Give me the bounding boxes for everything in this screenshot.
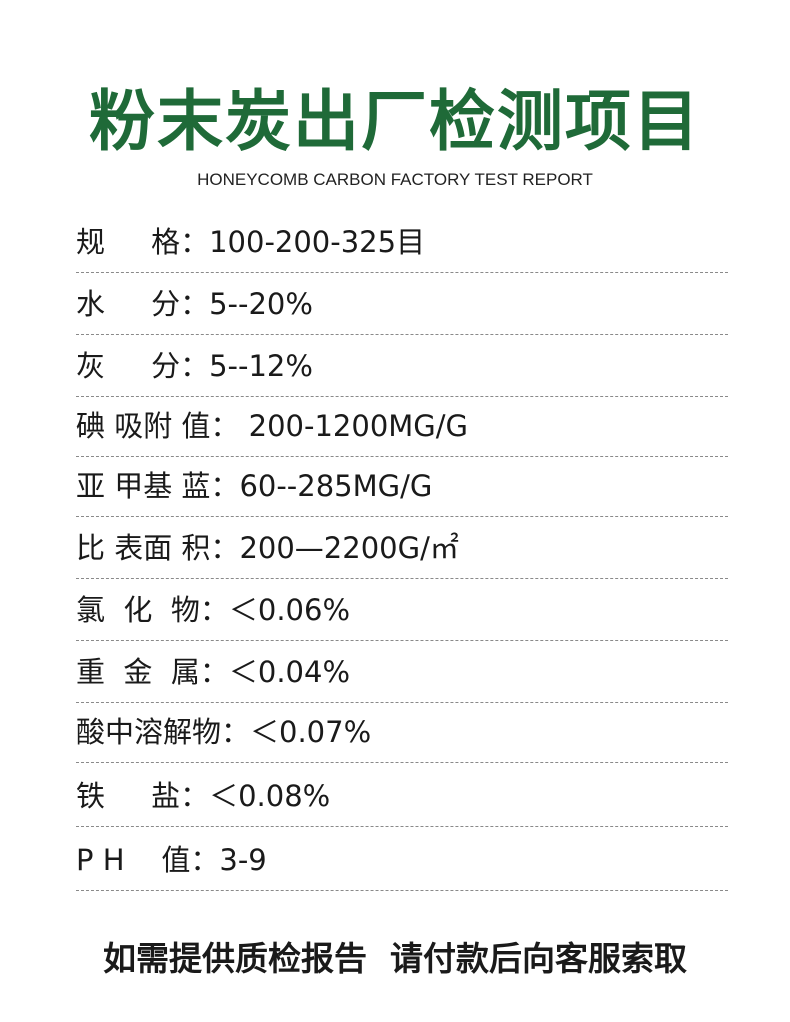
test-item-label: P H 值：: [76, 843, 220, 877]
test-item-label: 水 分：: [76, 287, 210, 321]
test-item-label: 碘 吸附 值：: [76, 409, 240, 443]
test-item-text: 比 表面 积：200—2200G/㎡: [76, 531, 459, 565]
test-item-value: 60--285MG/G: [239, 469, 433, 503]
dashed-divider: [76, 702, 728, 703]
dashed-divider: [76, 578, 728, 579]
test-item-row: 碘 吸附 值： 200-1200MG/G: [76, 395, 728, 457]
test-item-label: 氯 化 物：: [76, 593, 229, 627]
test-item-value: 200-1200MG/G: [239, 409, 469, 443]
test-item-row: 酸中溶解物：＜0.07%: [76, 701, 728, 763]
test-item-value: ＜0.08%: [209, 779, 331, 813]
footer-note: 如需提供质检报告 请付款后向客服索取: [103, 939, 687, 978]
test-item-label: 铁 盐：: [76, 779, 210, 813]
test-item-row: 灰 分：5--12%: [76, 335, 728, 397]
test-item-text: 水 分：5--20%: [76, 287, 313, 321]
dashed-divider: [76, 334, 728, 335]
test-item-text: 氯 化 物：＜0.06%: [76, 593, 350, 627]
page-title: 粉末炭出厂检测项目: [89, 83, 701, 160]
test-item-value: 5--12%: [209, 349, 313, 383]
test-item-label: 规 格：: [76, 225, 210, 259]
test-item-text: 灰 分：5--12%: [76, 349, 313, 383]
test-item-value: ＜0.07%: [250, 715, 372, 749]
test-item-row: 铁 盐：＜0.08%: [76, 765, 728, 827]
dashed-divider: [76, 826, 728, 827]
test-item-row: 重 金 属：＜0.04%: [76, 641, 728, 703]
test-item-value: 100-200-325目: [209, 225, 426, 259]
dashed-divider: [76, 762, 728, 763]
test-item-value: 3-9: [219, 843, 267, 877]
test-item-row: 氯 化 物：＜0.06%: [76, 579, 728, 641]
test-item-label: 重 金 属：: [76, 655, 229, 689]
test-item-text: 铁 盐：＜0.08%: [76, 779, 330, 813]
test-item-text: 酸中溶解物：＜0.07%: [76, 715, 371, 749]
dashed-divider: [76, 396, 728, 397]
test-item-row: 比 表面 积：200—2200G/㎡: [76, 517, 728, 579]
test-item-value: 5--20%: [209, 287, 313, 321]
test-item-text: P H 值：3-9: [76, 843, 267, 877]
test-item-label: 比 表面 积：: [76, 531, 240, 565]
test-item-row: P H 值：3-9: [76, 829, 728, 891]
test-item-row: 规 格：100-200-325目: [76, 211, 728, 273]
test-item-value: ＜0.06%: [228, 593, 351, 627]
dashed-divider: [76, 890, 728, 891]
test-item-label: 亚 甲基 蓝：: [76, 469, 240, 503]
test-item-label: 酸中溶解物：: [76, 715, 251, 749]
test-item-value: 200—2200G/㎡: [239, 531, 459, 565]
dashed-divider: [76, 516, 728, 517]
test-item-text: 规 格：100-200-325目: [76, 225, 425, 259]
test-item-row: 水 分：5--20%: [76, 273, 728, 335]
dashed-divider: [76, 272, 728, 273]
dashed-divider: [76, 640, 728, 641]
page-subtitle: HONEYCOMB CARBON FACTORY TEST REPORT: [197, 170, 593, 189]
test-item-text: 重 金 属：＜0.04%: [76, 655, 350, 689]
test-item-label: 灰 分：: [76, 349, 210, 383]
test-item-value: ＜0.04%: [228, 655, 351, 689]
test-item-row: 亚 甲基 蓝：60--285MG/G: [76, 455, 728, 517]
test-item-text: 亚 甲基 蓝：60--285MG/G: [76, 469, 432, 503]
test-item-text: 碘 吸附 值： 200-1200MG/G: [76, 409, 468, 443]
dashed-divider: [76, 456, 728, 457]
